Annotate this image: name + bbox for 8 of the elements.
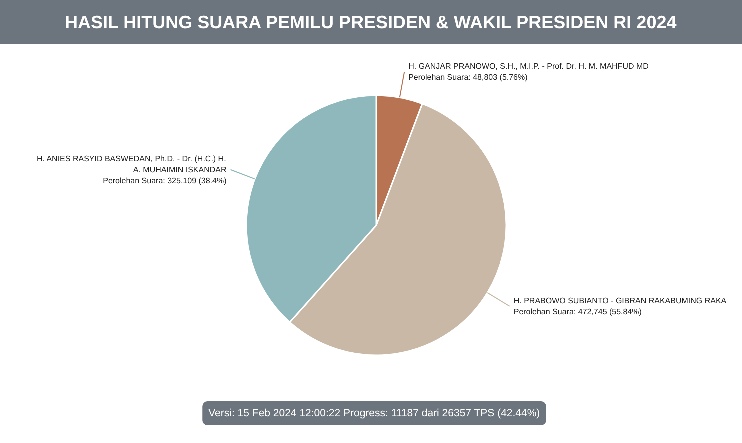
- data-label: Perolehan Suara: 472,745 (55.84%): [514, 307, 642, 316]
- data-label: Perolehan Suara: 48,803 (5.76%): [408, 73, 528, 82]
- slice-label: H. ANIES RASYID BASWEDAN, Ph.D. - Dr. (H.C.) H. A. MUHAIMIN ISKANDAR: [36, 154, 227, 174]
- chart-title: HASIL HITUNG SUARA PEMILU PRESIDEN & WAKIL PRESIDEN RI 2024: [64, 12, 677, 32]
- data-label: Perolehan Suara: 325,109 (38.4%): [103, 176, 228, 186]
- slice-label: H. GANJAR PRANOWO, S.H., M.I.P. - Prof. Dr. H. M. MAHFUD MD: [408, 62, 650, 72]
- text: Versi: 15 Feb 2024 12:00:22 Progress: 11187 dari 26357 TPS (42.44%): [208, 408, 540, 420]
- slice-label: H. PRABOWO SUBIANTO - GIBRAN RAKABUMING RAKA: [514, 296, 728, 306]
